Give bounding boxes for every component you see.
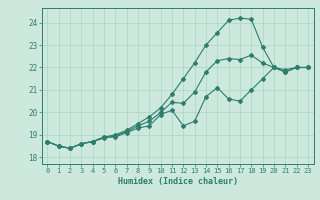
X-axis label: Humidex (Indice chaleur): Humidex (Indice chaleur) [118, 177, 237, 186]
